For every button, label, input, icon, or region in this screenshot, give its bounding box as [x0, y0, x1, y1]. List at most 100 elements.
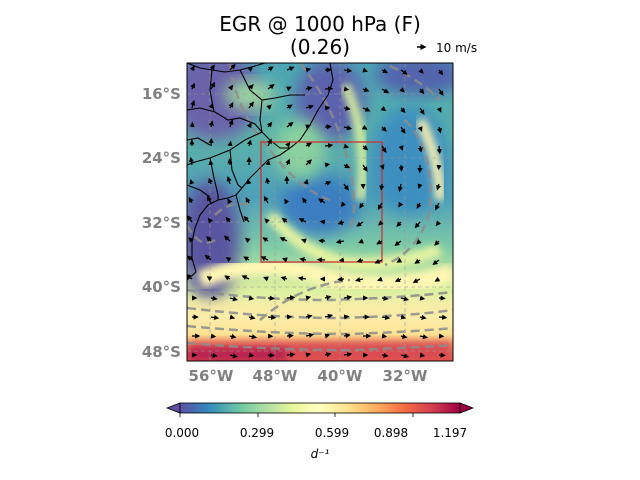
wind-vector-arrow-icon	[243, 256, 250, 262]
figure-title: EGR @ 1000 hPa (F)	[219, 12, 421, 36]
colorbar-tick-label: 0.000	[165, 426, 199, 440]
wind-vector-arrow-icon	[380, 105, 387, 112]
wind-vector-arrow-icon	[358, 238, 364, 244]
wind-vector-arrow-icon	[356, 221, 364, 227]
map-panel	[187, 63, 453, 361]
wind-vector-arrow-icon	[227, 140, 233, 147]
wind-vector-arrow-icon	[418, 68, 424, 74]
wind-vector-arrow-icon	[378, 220, 384, 226]
colorbar-ticks	[179, 413, 414, 417]
wind-vector-arrow-icon	[229, 296, 239, 302]
wind-vector-arrow-icon	[286, 333, 294, 339]
quiver-key-label: 10 m/s	[436, 41, 477, 55]
lon-tick-label: 56°W	[189, 367, 234, 385]
wind-vector-arrow-icon	[209, 64, 215, 71]
wind-vector-arrow-icon	[381, 126, 387, 132]
wind-vector-arrow-icon	[400, 126, 406, 134]
wind-vector-arrow-icon	[343, 351, 353, 358]
wind-vector-arrow-icon	[224, 275, 231, 281]
figure-subtitle: (0.26)	[290, 35, 350, 59]
wind-vector-arrow-icon	[376, 239, 383, 245]
wind-vector-arrow-icon	[419, 88, 425, 95]
quiver-key: 10 m/s	[417, 41, 477, 55]
wind-vector-arrow-icon	[414, 221, 421, 229]
wind-vector-arrow-icon	[223, 235, 231, 242]
wind-vector-arrow-icon	[362, 164, 368, 172]
wind-vector-arrow-icon	[379, 183, 385, 191]
wind-vector-arrow-icon	[204, 254, 212, 261]
wind-vector-arrow-icon	[438, 88, 444, 96]
wind-vector-arrow-icon	[379, 164, 385, 171]
wind-vector-arrow-icon	[438, 69, 444, 76]
wind-vector-arrow-icon	[300, 238, 307, 244]
wind-vector-arrow-icon	[343, 314, 350, 320]
wind-vector-arrow-icon	[280, 276, 288, 282]
wind-vector-arrow-icon	[190, 100, 196, 109]
wind-vector-arrow-icon	[400, 353, 410, 359]
wind-vector-arrow-icon	[241, 275, 250, 280]
wind-vector-arrow-icon	[228, 102, 234, 109]
wind-vector-arrow-icon	[376, 276, 383, 282]
wind-vector-arrow-icon	[264, 218, 270, 224]
wind-vector-arrow-icon	[208, 103, 214, 109]
wind-vector-arrow-icon	[189, 121, 195, 128]
wind-vector-arrow-icon	[381, 352, 389, 358]
wind-vector-arrow-icon	[396, 257, 403, 263]
wind-vector-arrow-icon	[248, 295, 255, 301]
wind-vector-arrow-icon	[324, 181, 332, 186]
wind-vector-arrow-icon	[340, 201, 346, 208]
wind-vector-arrow-icon	[208, 159, 214, 166]
wind-vector-arrow-icon	[324, 124, 332, 130]
wind-vector-arrow-icon	[247, 66, 254, 72]
wind-vector-arrow-icon	[400, 69, 408, 75]
wind-vector-arrow-icon	[377, 202, 383, 211]
wind-vector-arrow-icon	[343, 86, 350, 92]
wind-vector-arrow-icon	[285, 142, 291, 148]
wind-vector-arrow-icon	[267, 66, 274, 72]
wind-vector-arrow-icon	[305, 142, 312, 148]
colorbar-extend-high-icon	[459, 402, 475, 414]
wind-vector-arrow-icon	[394, 240, 402, 246]
colorbar-tick-label: 0.599	[315, 426, 349, 440]
wind-vector-arrow-icon	[299, 257, 307, 263]
wind-vector-arrow-icon	[210, 81, 216, 90]
wind-vector-arrow-icon	[305, 314, 313, 320]
wind-vector-arrow-icon	[206, 236, 212, 242]
wind-vectors	[187, 63, 448, 359]
wind-vector-arrow-icon	[248, 352, 255, 358]
wind-vector-arrow-icon	[206, 276, 213, 282]
wind-vector-arrow-icon	[343, 163, 351, 169]
wind-vector-arrow-icon	[305, 86, 313, 92]
wind-vector-arrow-icon	[189, 178, 195, 185]
wind-vector-arrow-icon	[343, 105, 351, 111]
lon-tick-labels: 56°W 48°W 40°W 32°W	[189, 367, 428, 385]
wind-vector-arrow-icon	[324, 313, 334, 319]
wind-vector-arrow-icon	[354, 277, 364, 283]
wind-vector-arrow-icon	[244, 237, 251, 243]
wind-vector-arrow-icon	[190, 82, 196, 90]
wind-vector-arrow-icon	[298, 218, 307, 223]
wind-vector-arrow-icon	[338, 257, 345, 263]
wind-vector-arrow-icon	[246, 139, 252, 147]
wind-vector-arrow-icon	[263, 276, 269, 282]
wind-vector-arrow-icon	[436, 145, 442, 155]
wind-vector-arrow-icon	[266, 104, 272, 110]
wind-vector-arrow-icon	[267, 352, 275, 358]
wind-vector-arrow-icon	[435, 202, 440, 211]
wind-vector-arrow-icon	[436, 126, 442, 134]
wind-vector-arrow-icon	[286, 104, 293, 110]
wind-vector-arrow-icon	[262, 237, 269, 243]
lon-tick-label: 40°W	[318, 367, 363, 385]
wind-vector-arrow-icon	[337, 276, 345, 282]
wind-vector-arrow-icon	[419, 334, 429, 340]
colorbar-body	[179, 402, 461, 414]
wind-vector-arrow-icon	[226, 176, 232, 185]
wind-vector-arrow-icon	[362, 106, 371, 112]
colorbar-tick-label: 0.299	[240, 426, 274, 440]
wind-vector-arrow-icon	[210, 314, 220, 321]
wind-vector-arrow-icon	[189, 65, 195, 72]
wind-vector-arrow-icon	[417, 183, 423, 190]
wind-vector-arrow-icon	[284, 198, 290, 205]
wind-vector-arrow-icon	[281, 257, 288, 263]
wind-vector-arrow-icon	[335, 239, 345, 245]
